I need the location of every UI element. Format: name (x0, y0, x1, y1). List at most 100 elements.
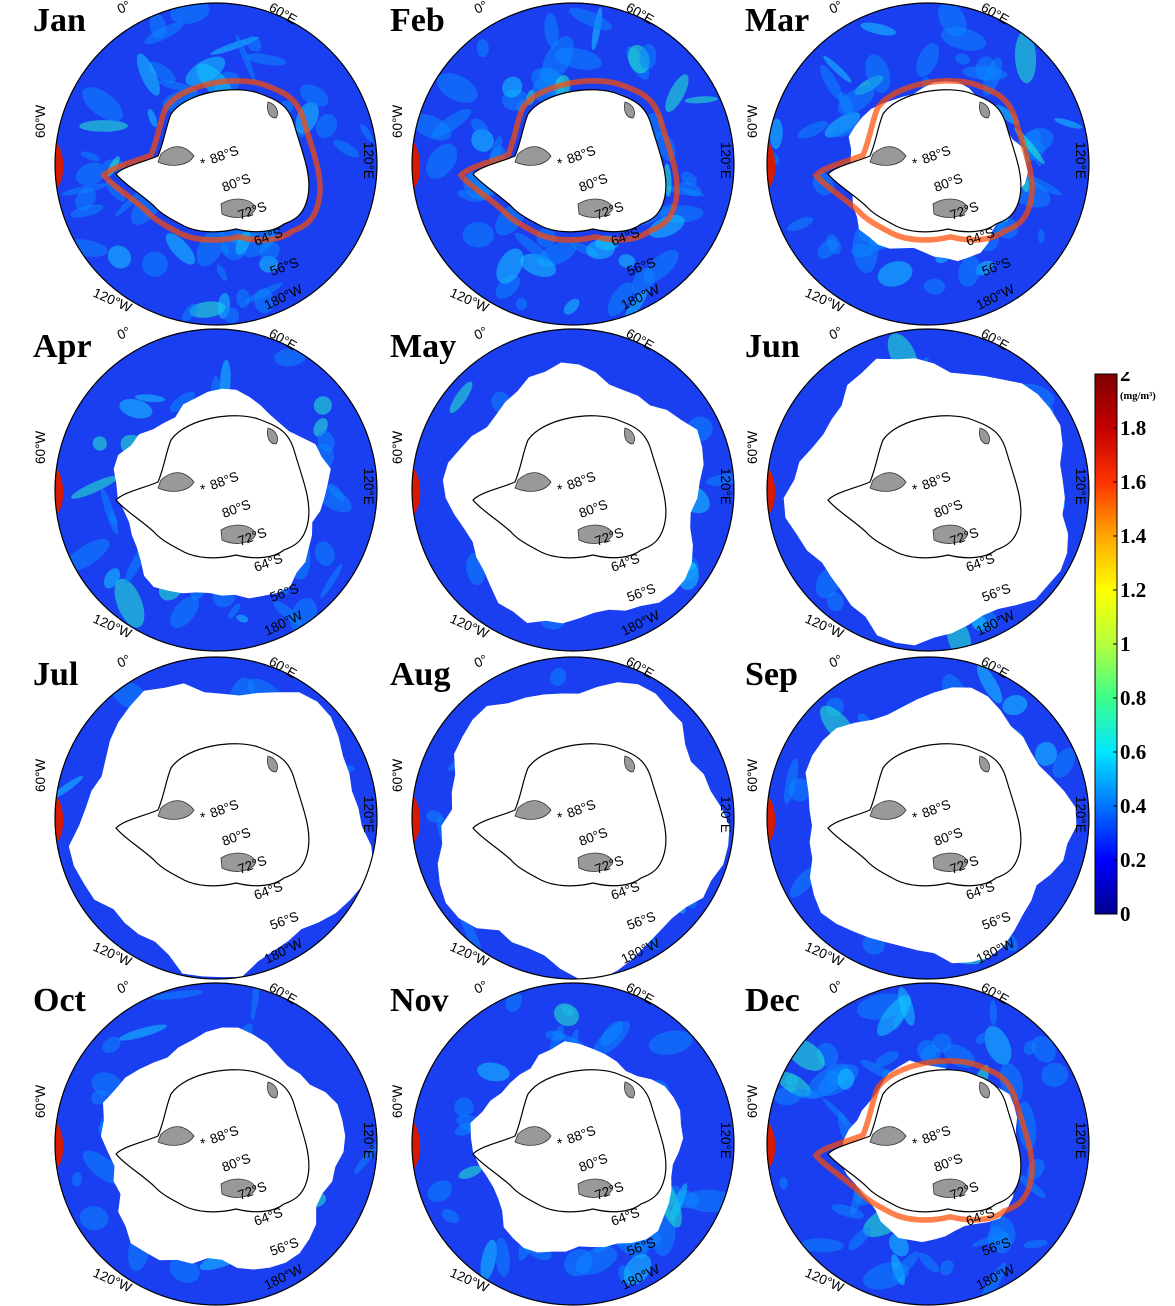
colorbar-tick-label: 0.2 (1120, 848, 1146, 872)
month-label: Sep (745, 656, 798, 693)
month-label: Feb (390, 2, 445, 39)
ice-shelf (979, 427, 990, 445)
ice-shelf (267, 755, 278, 773)
antarctica-landmass (827, 415, 1022, 559)
map-panel-jan: 0° 60°E 120°E 180°W 120°W 60°W * 88°S 80°S 72°S 64… (0, 0, 378, 326)
lon-label-120e: 120°E (1073, 142, 1088, 179)
map-panel-feb: 0° 60°E 120°E 180°W 120°W 60°W * 88°S 80°S 72°S 64… (357, 0, 735, 326)
lon-label-0: 0° (827, 0, 845, 17)
lon-label-120e: 120°E (718, 1122, 733, 1159)
ice-shelf (979, 755, 990, 773)
antarctica-landmass (827, 743, 1022, 887)
lon-label-60w: 60°W (390, 105, 405, 138)
map-panel-aug: 0° 60°E 120°E 180°W 120°W 60°W * 88°S 80°S 72°S 64… (357, 652, 735, 980)
ice-shelf (514, 146, 552, 166)
lon-label-60w: 60°W (33, 1085, 48, 1118)
lon-label-60w: 60°W (390, 431, 405, 464)
month-label: Mar (745, 2, 810, 39)
map-border (54, 2, 378, 326)
map-border (54, 328, 378, 652)
lon-label-0: 0° (827, 978, 845, 997)
ice-shelf (267, 101, 278, 119)
pole-marker: * (912, 482, 918, 497)
south-america-coast (767, 1110, 776, 1178)
map-border (411, 328, 735, 652)
ice-shelf (624, 427, 635, 445)
month-label: May (390, 328, 457, 365)
map-panel-jun: 0° 60°E 120°E 180°W 120°W 60°W * 88°S 80°S 72°S 64… (712, 324, 1090, 652)
ice-shelf (514, 472, 552, 492)
map-panel-jul: 0° 60°E 120°E 180°W 120°W 60°W * 88°S 80°S 72°S 64… (0, 652, 378, 980)
lon-label-120e: 120°E (718, 796, 733, 833)
map-border (766, 656, 1090, 980)
south-america-coast (412, 456, 421, 524)
lon-label-0: 0° (115, 324, 133, 343)
map-panel-apr: 0° 60°E 120°E 180°W 120°W 60°W * 88°S 80°S 72°S 64… (0, 324, 378, 652)
lon-label-60w: 60°W (745, 105, 760, 138)
ice-shelf (624, 101, 635, 119)
ice-shelf (869, 472, 907, 492)
colorbar-tick-label: 0.6 (1120, 740, 1146, 764)
south-america-coast (767, 456, 776, 524)
map-panel-dec: 0° 60°E 120°E 180°W 120°W 60°W * 88°S 80°S 72°S 64… (712, 978, 1090, 1306)
antarctica-landmass (472, 1069, 667, 1213)
pole-marker: * (200, 156, 206, 171)
lon-label-60w: 60°W (33, 431, 48, 464)
pole-marker: * (200, 1136, 206, 1151)
south-america-coast (55, 1110, 64, 1178)
map-panel-may: 0° 60°E 120°E 180°W 120°W 60°W * 88°S 80°S 72°S 64… (357, 324, 735, 652)
antarctica-landmass (115, 1069, 310, 1213)
ice-shelf (220, 1178, 257, 1198)
south-america-coast (55, 130, 64, 198)
colorbar-tick-label: 1.8 (1120, 416, 1146, 440)
antarctica-landmass (827, 89, 1022, 233)
south-america-coast (55, 784, 64, 852)
month-label: Apr (33, 328, 92, 365)
month-label: Dec (745, 982, 800, 1019)
ice-shelf (869, 146, 907, 166)
ice-shelf (220, 852, 257, 872)
map-border (54, 656, 378, 980)
lon-label-0: 0° (472, 652, 490, 671)
pole-marker: * (557, 1136, 563, 1151)
pole-marker: * (912, 156, 918, 171)
pole-marker: * (912, 810, 918, 825)
lon-label-0: 0° (115, 652, 133, 671)
pole-marker: * (557, 156, 563, 171)
ice-shelf (932, 1178, 969, 1198)
lon-label-0: 0° (472, 0, 490, 17)
south-america-coast (767, 784, 776, 852)
ice-shelf (869, 800, 907, 820)
ice-shelf (932, 524, 969, 544)
ice-shelf (624, 755, 635, 773)
ice-shelf (220, 198, 257, 218)
south-america-coast (412, 130, 421, 198)
month-label: Jun (745, 328, 800, 365)
ice-shelf (514, 800, 552, 820)
map-panel-oct: 0° 60°E 120°E 180°W 120°W 60°W * 88°S 80°S 72°S 64… (0, 978, 378, 1306)
ice-shelf (869, 1126, 907, 1146)
antarctica-landmass (115, 743, 310, 887)
month-label: Jul (33, 656, 79, 693)
pole-marker: * (200, 482, 206, 497)
ice-shelf (577, 852, 614, 872)
lon-label-60w: 60°W (33, 105, 48, 138)
ice-shelf (157, 1126, 195, 1146)
ice-shelf (624, 1081, 635, 1099)
lon-label-60w: 60°W (745, 431, 760, 464)
south-america-coast (55, 456, 64, 524)
lon-label-120e: 120°E (1073, 1122, 1088, 1159)
antarctica-landmass (472, 743, 667, 887)
lon-label-0: 0° (115, 978, 133, 997)
colorbar-tick-label: 0 (1120, 902, 1131, 926)
colorbar-tick-label: 0.8 (1120, 686, 1146, 710)
